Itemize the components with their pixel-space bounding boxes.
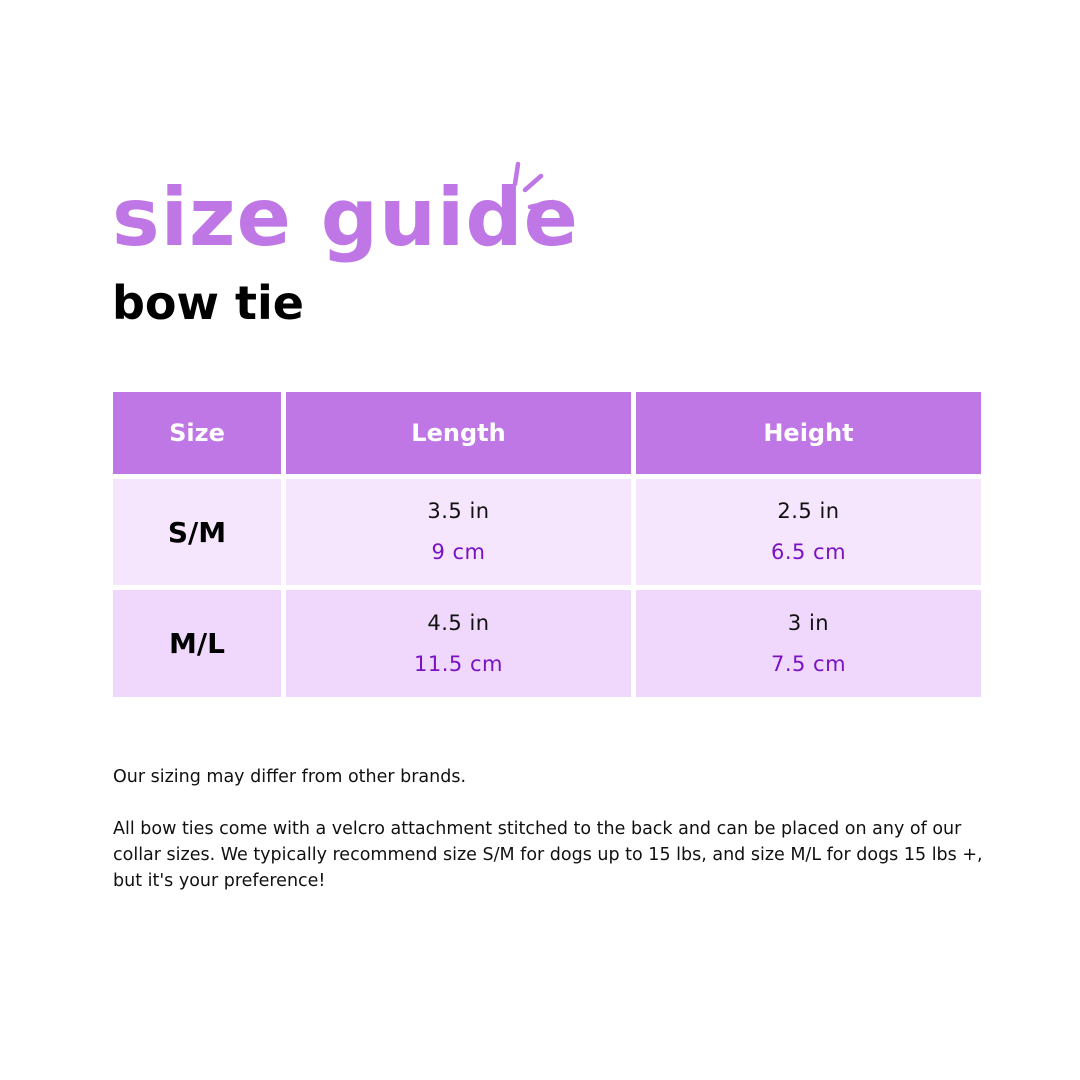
length-inches: 3.5 in (427, 499, 490, 523)
length-cm: 9 cm (431, 540, 486, 564)
length-cell: 3.5 in 9 cm (286, 479, 631, 585)
height-inches: 3 in (787, 610, 830, 635)
height-cm: 7.5 cm (770, 651, 847, 676)
length-cell: 4.5 in 11.5 cm (286, 590, 631, 697)
page-title: size guide (112, 171, 579, 264)
height-cm: 6.5 cm (770, 540, 847, 564)
note-paragraph: Our sizing may differ from other brands. (113, 767, 467, 787)
sizing-notes: Our sizing may differ from other brands.… (113, 764, 993, 920)
height-inches: 2.5 in (777, 499, 840, 523)
size-table: Size Length Height S/M 3.5 in 9 cm 2.5 i… (113, 392, 981, 697)
height-cell: 3 in 7.5 cm (636, 590, 981, 697)
size-cell: S/M (113, 479, 281, 585)
size-cell: M/L (113, 590, 281, 697)
length-inches: 4.5 in (427, 610, 490, 635)
product-subtitle: bow tie (112, 276, 304, 330)
header-length: Length (286, 392, 631, 474)
length-cm: 11.5 cm (414, 651, 503, 676)
header-size: Size (113, 392, 281, 474)
header-height: Height (636, 392, 981, 474)
height-cell: 2.5 in 6.5 cm (636, 479, 981, 585)
sparkle-icon (512, 161, 556, 210)
note-paragraph: All bow ties come with a velcro attachme… (113, 819, 983, 891)
